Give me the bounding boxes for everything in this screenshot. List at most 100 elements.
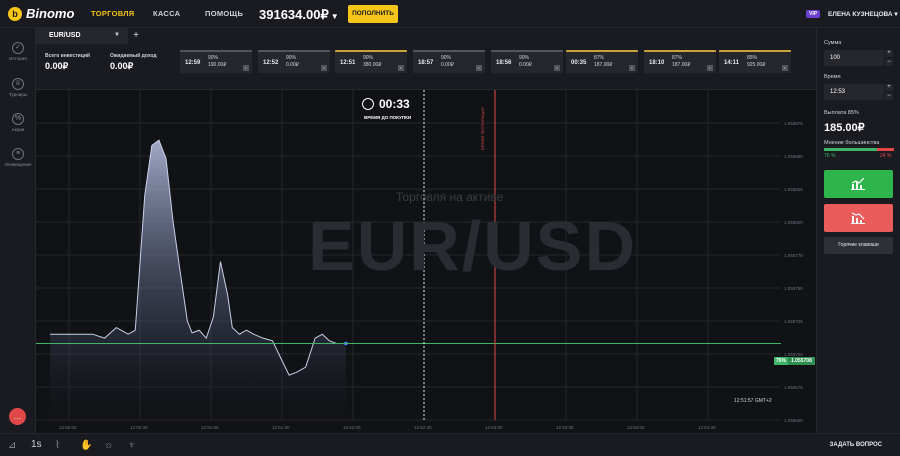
sentiment-up-fill [824, 148, 878, 151]
percent-icon: % [12, 113, 24, 125]
time-increase-button[interactable]: + [885, 84, 893, 91]
y-tick-label: 1.055800 [784, 220, 803, 225]
chevron-down-icon: ▼ [330, 12, 339, 21]
x-tick-label: 12:50:30 [130, 425, 148, 430]
trophy-icon: ♕ [12, 78, 24, 90]
deal-expand-icon: ▪ [243, 65, 249, 71]
bottom-toolbar: ⊿ 1s ⌇ ✋ ☼ ♆ ЗАДАТЬ ВОПРОС [0, 433, 900, 456]
deal-card[interactable]: 12:51 90% 380.00₽ ▪ [335, 50, 407, 73]
deal-percent: 87% [672, 55, 683, 61]
expected-income-value: 0.00₽ [110, 61, 134, 71]
deal-expand-icon: ▪ [554, 65, 560, 71]
expiry-label: ВРЕМЯ ЭКСПИРАЦИИ [480, 107, 485, 150]
chart-canvas[interactable]: 1.055875 1.055850 1.055825 1.055800 1.055775… [36, 90, 816, 433]
tab-asset[interactable]: EUR/USD ▼ [36, 28, 128, 44]
interval-selector[interactable]: 1s [31, 439, 42, 450]
ask-question-button[interactable]: ЗАДАТЬ ВОПРОС [829, 442, 882, 448]
balance-value: 391634.00₽ [259, 7, 329, 22]
payout-value: 185.00₽ [824, 122, 865, 134]
sidebar-item-label: Акции [11, 127, 25, 132]
price-chart[interactable]: 1.055875 1.055850 1.055825 1.055800 1.055775… [36, 90, 816, 433]
sidebar-item-history[interactable]: ✓ История [0, 42, 36, 61]
sidebar-item-label: Турниры [9, 92, 27, 97]
time-decrease-button[interactable]: − [885, 93, 893, 100]
nav-cashier[interactable]: КАССА [153, 9, 181, 18]
amount-increase-button[interactable]: + [885, 50, 893, 57]
brightness-icon[interactable]: ☼ [104, 440, 114, 451]
drawing-tools-icon[interactable]: ✋ [80, 440, 93, 451]
balance-selector[interactable]: 391634.00₽ ▼ [259, 7, 339, 23]
buy-down-button[interactable] [824, 204, 893, 232]
y-tick-label: 1.055775 [784, 253, 803, 258]
y-tick-label: 1.055675 [784, 385, 803, 390]
deal-amount: 190.00₽ [208, 62, 227, 68]
amount-input[interactable]: 100 [824, 50, 884, 66]
deal-time: 12:59 [185, 60, 201, 66]
user-name: ЕЛЕНА КУЗНЕЦОВА [828, 11, 893, 18]
current-price-badge: 76% 1.055708 [774, 357, 815, 365]
sentiment-label: Мнение большинства [824, 140, 880, 146]
deal-card[interactable]: 12:59 90% 190.00₽ ▪ [180, 50, 252, 73]
chart-watermark-subtitle: Торговля на активе [396, 190, 504, 204]
deal-time: 18:57 [418, 60, 434, 66]
deal-amount: 187.00₽ [672, 62, 691, 68]
sidebar-item-tournaments[interactable]: ♕ Турниры [0, 78, 36, 97]
total-invested-value: 0.00₽ [45, 61, 69, 71]
deal-percent: 90% [208, 55, 219, 61]
deal-card[interactable]: 00:35 87% 187.00₽ ▪ [566, 50, 638, 73]
nav-trading[interactable]: ТОРГОВЛЯ [91, 9, 135, 18]
deal-amount: 380.00₽ [363, 62, 382, 68]
chevron-down-icon: ▼ [114, 32, 120, 38]
add-tab-button[interactable]: + [133, 30, 139, 41]
trend-down-icon [851, 212, 865, 224]
deposit-button[interactable]: ПОПОЛНИТЬ [348, 5, 398, 23]
x-tick-label: 12:51:00 [201, 425, 219, 430]
deal-time: 18:56 [496, 60, 512, 66]
check-circle-icon: ✓ [12, 42, 24, 54]
price-line [50, 139, 346, 376]
signals-icon[interactable]: ♆ [128, 440, 136, 451]
user-menu[interactable]: ЕЛЕНА КУЗНЕЦОВА ▾ [828, 11, 898, 18]
logo-icon: b [8, 6, 22, 21]
y-tick-label: 1.055850 [784, 154, 803, 159]
deal-card[interactable]: 18:56 90% 0.00₽ ▪ [491, 50, 563, 73]
amount-decrease-button[interactable]: − [885, 59, 893, 66]
x-tick-label: 12:52:30 [414, 425, 432, 430]
deal-expand-icon: ▪ [398, 65, 404, 71]
deal-card[interactable]: 12:52 90% 0.00₽ ▪ [258, 50, 330, 73]
sidebar-item-alerts[interactable]: ≡ Оповещения [0, 148, 36, 167]
x-tick-label: 12:50:00 [59, 425, 77, 430]
deal-card[interactable]: 14:11 85% 925.00₽ ▪ [719, 50, 791, 73]
deal-time: 18:10 [649, 60, 665, 66]
chart-type-icon[interactable]: ⊿ [8, 440, 17, 451]
deal-time: 12:51 [340, 60, 356, 66]
deal-card[interactable]: 18:57 90% 0.00₽ ▪ [413, 50, 485, 73]
sidebar-item-promotions[interactable]: % Акции [0, 113, 36, 132]
time-label: Время [824, 74, 841, 80]
deal-amount: 0.00₽ [519, 62, 532, 68]
bell-icon: ≡ [12, 148, 24, 160]
deal-time: 12:52 [263, 60, 279, 66]
expected-income: Ожидаемый доход 0.00₽ [110, 53, 157, 72]
amount-label: Сумма [824, 40, 842, 46]
deal-expand-icon: ▪ [707, 65, 713, 71]
brand-logo[interactable]: b Binomo [8, 6, 74, 21]
time-input[interactable]: 12:53 [824, 84, 884, 100]
deal-card[interactable]: 18:10 87% 187.00₽ ▪ [644, 50, 716, 73]
sidebar-item-label: История [9, 56, 27, 61]
sentiment-down-value: 24 % [880, 153, 892, 159]
x-tick-label: 12:51:30 [272, 425, 290, 430]
nav-help[interactable]: ПОМОЩЬ [205, 9, 244, 18]
indicators-icon[interactable]: ⌇ [55, 440, 60, 451]
price-area [50, 140, 346, 420]
sentiment-bar [824, 148, 894, 151]
deal-percent: 90% [441, 55, 452, 61]
buy-up-button[interactable] [824, 170, 893, 198]
chat-support-button[interactable]: … [9, 408, 26, 425]
x-tick-label: 12:53:00 [485, 425, 503, 430]
tab-asset-label: EUR/USD [49, 32, 81, 39]
hotkeys-button[interactable]: Горячие клавиши [824, 237, 893, 254]
timer-label: ВРЕМЯ ДО ПОКУПКИ [364, 115, 412, 120]
deal-amount: 925.00₽ [747, 62, 766, 68]
deal-amount: 0.00₽ [441, 62, 454, 68]
